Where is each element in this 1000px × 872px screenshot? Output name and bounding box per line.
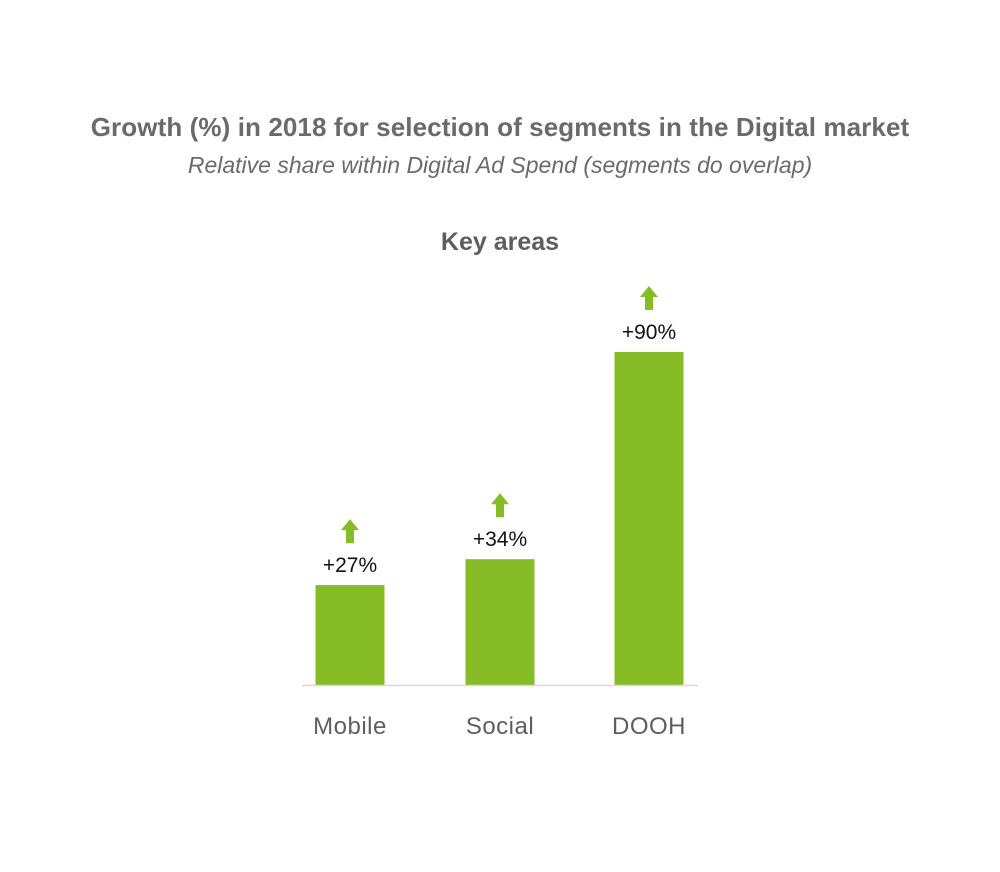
- up-arrow-icon: [640, 286, 658, 310]
- bar-dooh: [614, 352, 684, 685]
- category-label-mobile: Mobile: [313, 713, 387, 740]
- category-label-dooh: DOOH: [612, 713, 686, 740]
- up-arrow-icon: [341, 519, 359, 544]
- bar-social: [465, 559, 535, 685]
- data-label-mobile: +27%: [323, 554, 377, 577]
- page-title: Growth (%) in 2018 for selection of segm…: [90, 112, 910, 142]
- data-label-social: +34%: [473, 528, 527, 551]
- bar-mobile: [315, 585, 385, 685]
- data-label-dooh: +90%: [622, 321, 676, 344]
- page-subtitle: Relative share within Digital Ad Spend (…: [187, 152, 813, 178]
- category-label-social: Social: [466, 713, 534, 740]
- up-arrow-icon: [491, 493, 509, 518]
- chart-title: Key areas: [440, 228, 560, 256]
